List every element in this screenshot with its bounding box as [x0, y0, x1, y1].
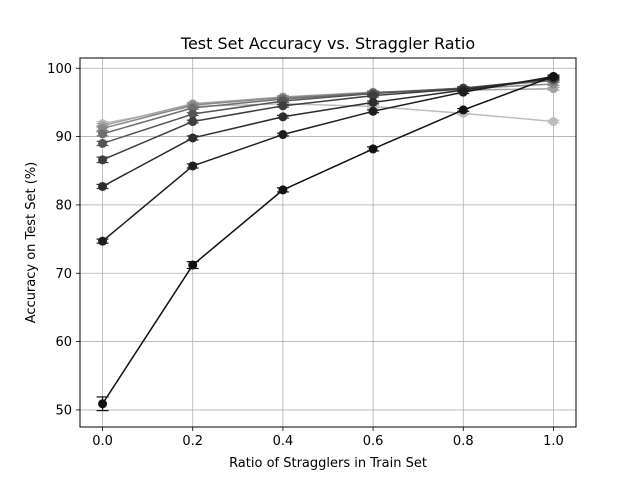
data-point: [368, 97, 378, 107]
series-line: [102, 75, 554, 242]
x-axis-ticks: 0.0 0.2 0.4 0.6 0.8 1.0: [92, 427, 564, 449]
y-tick-label: 90: [55, 130, 72, 145]
data-point: [98, 138, 108, 148]
data-point: [188, 109, 198, 119]
data-point: [548, 71, 558, 81]
data-point: [188, 133, 198, 143]
data-point: [278, 185, 288, 195]
x-tick-label: 0.0: [92, 434, 113, 449]
y-tick-label: 70: [55, 267, 72, 282]
y-tick-label: 50: [55, 403, 72, 418]
data-point: [188, 161, 198, 171]
chart-title: Test Set Accuracy vs. Straggler Ratio: [180, 34, 475, 53]
x-tick-label: 0.4: [273, 434, 294, 449]
data-point: [368, 91, 378, 101]
data-point: [98, 181, 108, 191]
data-point: [98, 155, 108, 165]
series-9: [96, 99, 560, 129]
series-line: [101, 75, 554, 405]
y-axis-label: Accuracy on Test Set (%): [24, 162, 39, 324]
y-tick-label: 80: [55, 198, 72, 213]
y-axis-ticks: 50 60 70 80 90 100: [47, 62, 80, 418]
data-point: [458, 87, 468, 97]
data-point: [98, 236, 108, 246]
data-point: [98, 129, 108, 139]
x-tick-label: 0.2: [182, 434, 203, 449]
x-tick-label: 0.8: [453, 434, 474, 449]
plot-frame: [79, 57, 577, 428]
series-line: [102, 88, 554, 127]
data-point: [368, 106, 378, 116]
x-axis-label: Ratio of Stragglers in Train Set: [229, 456, 427, 471]
data-point: [278, 112, 288, 122]
series-line: [102, 77, 554, 161]
data-point: [368, 144, 378, 154]
x-tick-label: 1.0: [543, 434, 564, 449]
data-point: [278, 130, 288, 140]
data-point: [278, 101, 288, 111]
data-point: [188, 260, 198, 270]
data-point: [188, 117, 198, 127]
y-tick-label: 100: [47, 62, 72, 77]
series-group: [96, 71, 560, 412]
data-point: [98, 399, 108, 409]
data-point: [458, 105, 468, 115]
series-1: [96, 71, 560, 412]
data-point: [548, 117, 558, 127]
series-line: [102, 77, 554, 188]
x-tick-label: 0.6: [363, 434, 384, 449]
data-point: [188, 103, 198, 113]
y-tick-label: 60: [55, 335, 72, 350]
